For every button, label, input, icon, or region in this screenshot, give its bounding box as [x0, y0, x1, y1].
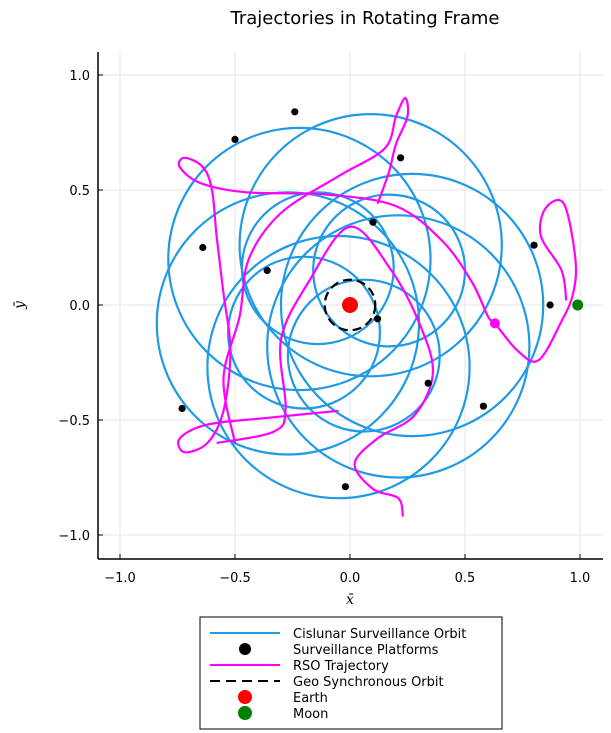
x-tick-label: −0.5 — [219, 571, 251, 586]
legend-platform-label: Surveillance Platforms — [293, 643, 439, 658]
legend-orbit-label: Cislunar Surveillance Orbit — [293, 627, 466, 642]
platform-points — [178, 108, 554, 491]
earth-point — [342, 297, 358, 313]
y-tick-label: 0.5 — [69, 184, 90, 199]
platform-point — [369, 218, 377, 226]
legend-moon-swatch — [238, 706, 252, 720]
chart-title: Trajectories in Rotating Frame — [229, 8, 499, 29]
platform-point — [178, 404, 186, 413]
y-tick-label: 1.0 — [69, 69, 90, 84]
x-tick-label: 0.0 — [340, 571, 361, 586]
legend-platform-swatch — [239, 643, 251, 655]
orbit-loop — [167, 126, 432, 392]
platform-point — [479, 402, 487, 410]
platform-point — [263, 266, 271, 275]
platform-point — [374, 315, 382, 323]
geo-orbit-circle — [323, 278, 377, 332]
orbit-loop — [266, 214, 531, 479]
y-axis-label: ȳ — [12, 300, 28, 310]
platform-point — [231, 135, 239, 143]
legend-earth-swatch — [238, 690, 252, 704]
orbit-loop — [279, 172, 545, 438]
rso-trajectory-line — [222, 96, 410, 444]
legend: Cislunar Surveillance Orbit Surveillance… — [199, 616, 503, 730]
platform-point — [530, 241, 538, 249]
platform-point — [341, 483, 349, 491]
legend-geo-label: Geo Synchronous Orbit — [293, 675, 444, 690]
rso-position-marker — [489, 318, 500, 329]
orbit-loop — [240, 191, 395, 346]
legend-moon-label: Moon — [293, 707, 328, 722]
platform-point — [397, 154, 405, 162]
bodies — [342, 297, 584, 313]
x-tick-label: −1.0 — [104, 571, 136, 586]
y-tick-label: −1.0 — [58, 529, 90, 544]
legend-earth-label: Earth — [293, 691, 328, 706]
cislunar-orbit-series — [155, 112, 545, 500]
geo-orbit-series — [323, 278, 377, 332]
platform-point — [424, 379, 432, 387]
y-tick-label: 0.0 — [69, 299, 90, 314]
rso-trajectory-line — [216, 225, 435, 517]
platform-point — [199, 243, 207, 252]
platform-point — [546, 301, 554, 309]
axis-ticks: −1.0 −0.5 0.0 0.5 1.0 −1.0 −0.5 0.0 0.5 1.0 — [58, 69, 590, 586]
x-tick-label: 0.5 — [455, 571, 476, 586]
platform-point — [291, 108, 299, 116]
moon-point — [572, 299, 584, 311]
y-tick-label: −0.5 — [58, 414, 90, 429]
rso-trajectory-line — [177, 156, 578, 454]
rso-trajectory-series — [177, 96, 578, 517]
orbit-loop — [312, 193, 467, 348]
orbit-loop — [286, 278, 441, 433]
legend-rso-label: RSO Trajectory — [293, 659, 389, 674]
orbit-loop — [238, 112, 503, 378]
x-axis-label: x̄ — [346, 592, 354, 608]
x-tick-label: 1.0 — [570, 571, 591, 586]
